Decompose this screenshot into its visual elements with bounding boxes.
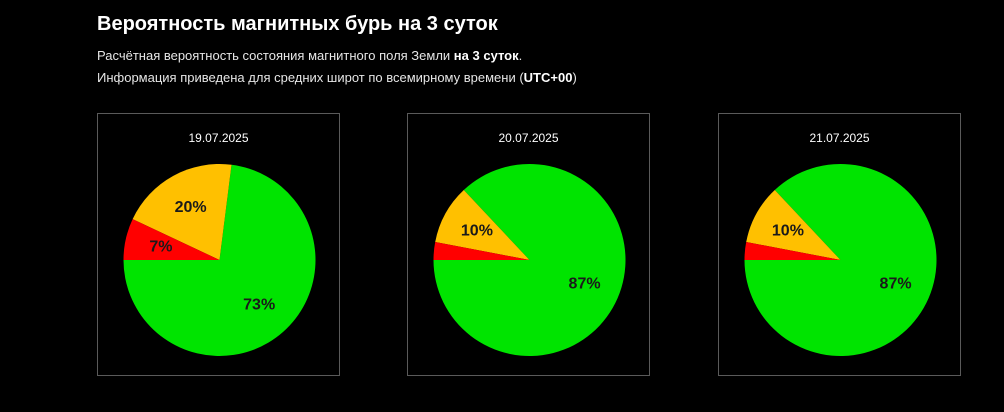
pie-slice-red [123,219,220,260]
pie-slice-label: 10% [772,223,804,240]
pie-slice-yellow [746,190,841,260]
pie-slice-yellow [132,164,232,260]
forecast-panel-day-2: 20.07.2025 87% 10% [407,113,650,376]
pie-slice-label: 10% [461,223,493,240]
pie-slice-label: 73% [243,297,275,314]
description-line-2-end: ) [572,70,577,85]
pie-chart: 87% 10% [433,163,626,356]
pie-slice-label: 87% [880,275,912,292]
pie-slice-green [123,164,316,356]
pie-slice-yellow [435,190,530,260]
description-line-1-text: Расчётная вероятность состояния магнитно… [97,48,454,63]
pie-slice-red [433,242,530,260]
description-line-1-end: . [518,48,523,63]
pie-slice-label: 7% [149,238,172,255]
description-line-2-text: Информация приведена для средних широт п… [97,70,524,85]
forecast-date: 20.07.2025 [498,131,559,145]
forecast-panel-day-1: 19.07.2025 73% 20% 7% [97,113,340,376]
description-line-1: Расчётная вероятность состояния магнитно… [97,47,522,65]
timezone-label: UTC+00 [523,70,573,85]
forecast-panel-day-3: 21.07.2025 87% 10% [718,113,961,376]
description-line-1-emphasis: на 3 суток [453,48,519,63]
pie-slice-label: 87% [569,275,601,292]
pie-chart: 73% 20% 7% [123,164,316,356]
forecast-date: 19.07.2025 [188,131,249,145]
page-title: Вероятность магнитных бурь на 3 суток [97,13,498,35]
pie-chart: 87% 10% [744,163,937,356]
forecast-date: 21.07.2025 [809,131,870,145]
pie-slice-red [744,242,841,260]
description-line-2: Информация приведена для средних широт п… [97,69,577,87]
pie-slice-label: 20% [175,199,207,216]
